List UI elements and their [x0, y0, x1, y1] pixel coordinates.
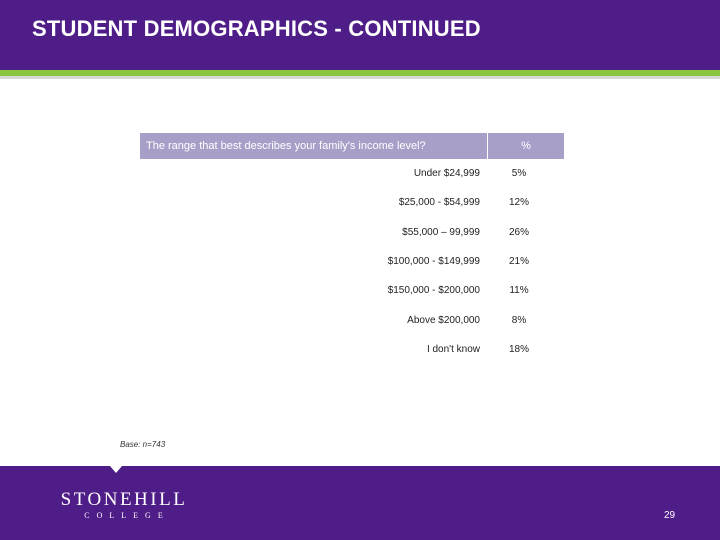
- footer-bar: [0, 466, 720, 540]
- percent-header: %: [521, 140, 531, 152]
- footer-notch: [110, 466, 122, 473]
- page-number: 29: [664, 510, 676, 521]
- logo-subtitle: COLLEGE: [84, 511, 170, 520]
- row-label: $25,000 - $54,999: [398, 197, 480, 209]
- row-value: 26%: [508, 226, 529, 238]
- page-title: STUDENT DEMOGRAPHICS - CONTINUED: [32, 16, 481, 41]
- row-value: 12%: [508, 197, 529, 209]
- income-table: The range that best describes your famil…: [140, 133, 564, 364]
- row-value: 8%: [511, 314, 527, 326]
- grey-accent-stripe: [0, 76, 720, 79]
- question-header: The range that best describes your famil…: [140, 133, 488, 159]
- row-label: $55,000 – 99,999: [402, 226, 480, 238]
- row-value: 5%: [511, 168, 527, 180]
- table-row: $25,000 - $54,999 12%: [140, 188, 564, 217]
- row-value: 18%: [508, 343, 529, 355]
- base-note: Base: n=743: [120, 440, 166, 449]
- row-value: 21%: [508, 256, 529, 268]
- table-row: $100,000 - $149,999 21%: [140, 247, 564, 276]
- table-row: I don't know 18%: [140, 335, 564, 364]
- logo-wordmark: STONEHILL: [60, 489, 188, 510]
- row-label: $150,000 - $200,000: [387, 285, 480, 297]
- table-header-row: The range that best describes your famil…: [140, 133, 564, 159]
- row-value: 11%: [509, 285, 529, 297]
- header-bar: STUDENT DEMOGRAPHICS - CONTINUED: [0, 0, 720, 70]
- green-accent-stripe: [0, 70, 720, 76]
- table-row: $55,000 – 99,999 26%: [140, 218, 564, 247]
- table-row: $150,000 - $200,000 11%: [140, 276, 564, 305]
- table-row: Above $200,000 8%: [140, 305, 564, 334]
- row-label: $100,000 - $149,999: [387, 256, 480, 268]
- row-label: Above $200,000: [407, 314, 480, 326]
- table-row: Under $24,999 5%: [140, 159, 564, 188]
- row-label: Under $24,999: [413, 168, 480, 180]
- row-label: I don't know: [426, 343, 480, 355]
- college-logo: STONEHILL COLLEGE: [58, 490, 190, 522]
